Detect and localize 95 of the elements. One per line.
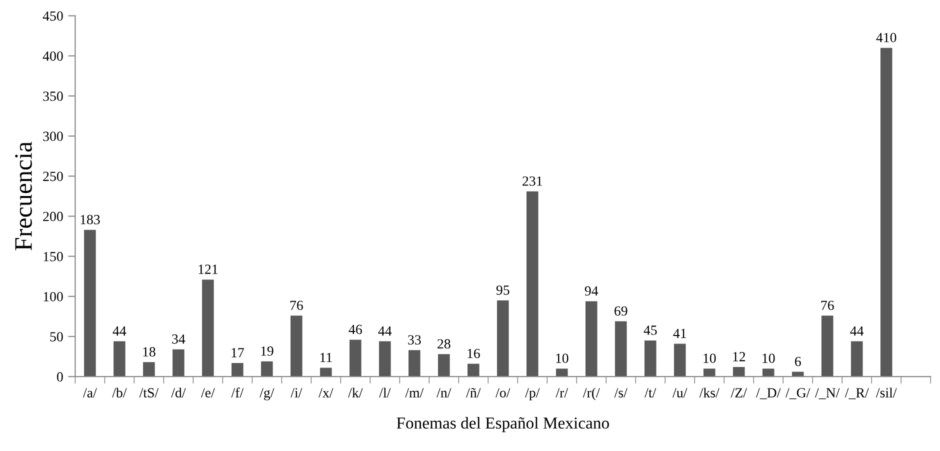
data-label: 10 bbox=[704, 354, 716, 363]
x-tick-label: /b/ bbox=[112, 388, 127, 398]
x-tick-label: /d/ bbox=[171, 388, 186, 398]
bar bbox=[350, 340, 362, 377]
bar bbox=[290, 316, 302, 377]
y-axis-title: Frecuencia bbox=[15, 142, 32, 250]
x-tick-label: /Z/ bbox=[730, 388, 747, 398]
bar bbox=[320, 368, 332, 377]
data-label: 18 bbox=[143, 347, 156, 357]
data-label: 410 bbox=[876, 32, 896, 42]
data-label: 41 bbox=[673, 328, 686, 338]
data-label: 69 bbox=[614, 306, 628, 316]
bar bbox=[408, 350, 420, 377]
data-label: 46 bbox=[348, 324, 362, 334]
x-tick-label: /k/ bbox=[348, 388, 363, 398]
data-label: 19 bbox=[261, 346, 274, 356]
y-tick-label: 300 bbox=[43, 132, 63, 142]
bar bbox=[850, 341, 863, 377]
data-label: 121 bbox=[198, 264, 218, 274]
y-tick-label: 50 bbox=[50, 332, 63, 342]
x-tick-label: /r(/ bbox=[582, 388, 600, 400]
x-tick-label: /f/ bbox=[231, 388, 244, 398]
x-tick-label: /r/ bbox=[556, 388, 568, 398]
bar bbox=[732, 366, 745, 377]
x-tick-label: /ks/ bbox=[699, 388, 720, 398]
x-tick-label: /_N/ bbox=[815, 388, 840, 400]
x-tick-label: /o/ bbox=[496, 388, 510, 398]
y-tick-label: 200 bbox=[43, 212, 63, 222]
x-tick-label: /t/ bbox=[644, 388, 656, 398]
x-tick-label: /_D/ bbox=[756, 388, 781, 400]
x-tick-label: /tS/ bbox=[139, 388, 159, 398]
data-label: 76 bbox=[821, 300, 834, 310]
x-tick-label: /_R/ bbox=[844, 388, 869, 400]
bar bbox=[468, 364, 480, 377]
bar bbox=[703, 368, 716, 377]
data-label: 10 bbox=[556, 354, 568, 363]
x-tick-label: /p/ bbox=[525, 388, 540, 400]
bar bbox=[438, 354, 450, 377]
bar bbox=[674, 344, 686, 377]
bar bbox=[172, 349, 184, 377]
bar bbox=[526, 191, 538, 377]
x-tick-label: /m/ bbox=[405, 388, 424, 398]
x-tick-label: /g/ bbox=[260, 388, 274, 400]
data-label: 11 bbox=[320, 352, 332, 362]
data-label: 6 bbox=[794, 356, 801, 366]
data-label: 95 bbox=[496, 285, 510, 295]
y-tick-label: 350 bbox=[43, 92, 63, 101]
bar bbox=[880, 48, 892, 377]
x-tick-label: /x/ bbox=[318, 388, 334, 398]
y-tick-label: 400 bbox=[42, 51, 63, 61]
bar bbox=[762, 368, 774, 377]
x-axis-title: Fonemas del Español Mexicano bbox=[396, 416, 609, 432]
x-tick-label: /n/ bbox=[436, 388, 452, 398]
y-tick-label: 450 bbox=[42, 11, 63, 21]
bar bbox=[261, 361, 273, 377]
x-tick-label: /a/ bbox=[83, 388, 97, 398]
bar bbox=[232, 362, 244, 377]
data-label: 10 bbox=[762, 354, 775, 363]
data-label: 45 bbox=[644, 326, 657, 335]
data-label: 183 bbox=[80, 214, 100, 224]
data-label: 44 bbox=[850, 326, 864, 336]
x-tick-label: /_G/ bbox=[786, 388, 810, 400]
x-tick-label: /ñ/ bbox=[466, 388, 481, 398]
bar bbox=[556, 368, 568, 377]
bar bbox=[114, 341, 126, 377]
data-label: 17 bbox=[232, 348, 244, 358]
x-tick-label: /sil/ bbox=[876, 388, 897, 398]
y-tick-label: 0 bbox=[56, 372, 63, 382]
data-label: 34 bbox=[172, 334, 186, 344]
x-tick-label: /e/ bbox=[200, 388, 215, 398]
y-tick-label: 150 bbox=[44, 252, 63, 262]
bar bbox=[202, 280, 214, 377]
bar bbox=[84, 230, 96, 377]
bar bbox=[143, 362, 155, 377]
data-label: 33 bbox=[408, 335, 421, 345]
bar bbox=[644, 340, 656, 377]
data-label: 231 bbox=[522, 176, 542, 186]
data-label: 44 bbox=[112, 326, 126, 336]
bar bbox=[497, 300, 509, 377]
data-label: 76 bbox=[290, 300, 303, 310]
data-label: 16 bbox=[468, 348, 480, 358]
data-label: 94 bbox=[584, 286, 598, 296]
bar bbox=[614, 321, 627, 377]
bar bbox=[585, 301, 598, 377]
y-tick-label: 250 bbox=[43, 172, 63, 182]
x-tick-label: /s/ bbox=[614, 388, 628, 398]
data-label: 28 bbox=[438, 339, 450, 349]
y-tick-label: 100 bbox=[44, 292, 63, 302]
data-label: 12 bbox=[733, 352, 746, 362]
bar bbox=[379, 341, 391, 377]
x-tick-label: /i/ bbox=[290, 388, 302, 398]
x-tick-label: /l/ bbox=[379, 388, 391, 398]
bar bbox=[821, 316, 834, 377]
data-label: 44 bbox=[378, 326, 392, 336]
x-tick-label: /u/ bbox=[672, 388, 688, 398]
